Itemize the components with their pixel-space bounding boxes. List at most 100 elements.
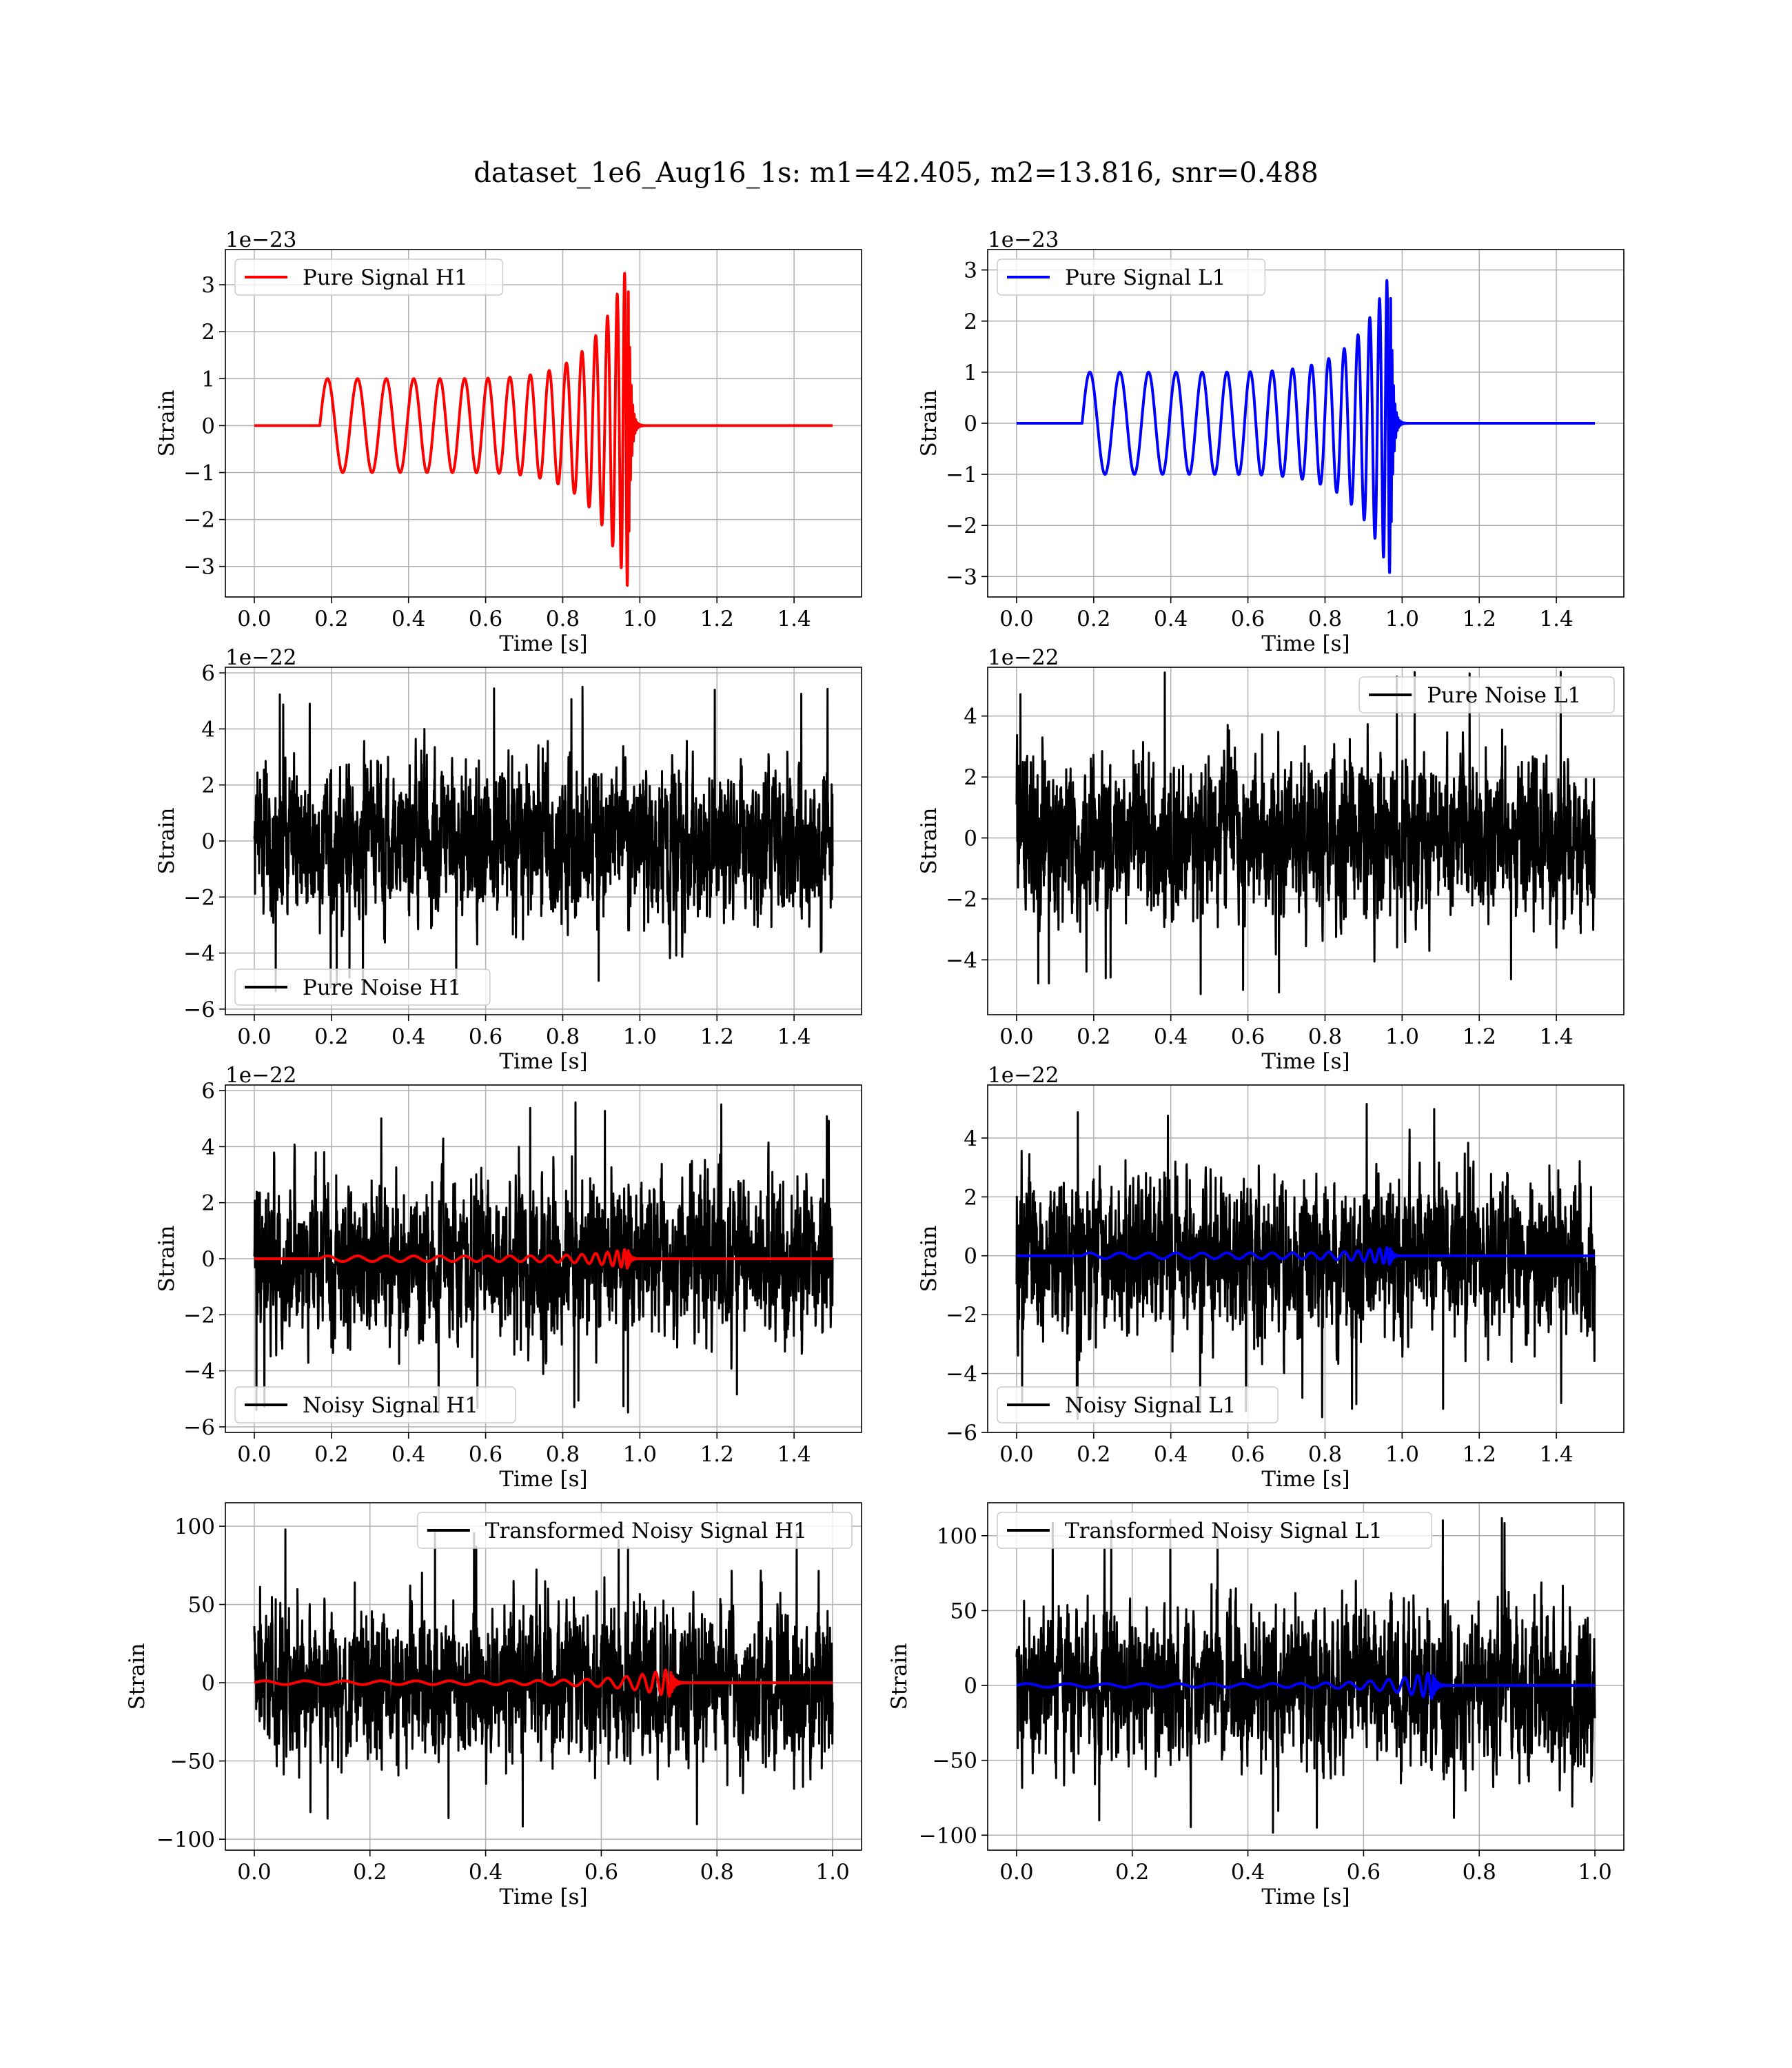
noisy-signal-h1-line <box>253 1101 834 1414</box>
y-offset-text: 1e−22 <box>988 645 1059 670</box>
legend-label: Pure Signal H1 <box>303 265 468 290</box>
y-tick-label: 0 <box>964 827 977 851</box>
y-tick-label: 4 <box>964 1126 977 1151</box>
y-tick-label: 0 <box>964 1674 977 1699</box>
x-tick-label: 1.2 <box>1463 607 1496 631</box>
legend-label: Noisy Signal H1 <box>303 1393 478 1418</box>
y-tick-label: 2 <box>964 1185 977 1210</box>
transformed-noisy-signal-l1-panel: 0.0 0.2 0.4 0.6 0.8 1.0 −100 −50 0 50 100 Time [s] S… <box>887 1502 1625 1909</box>
y-offset-text: 1e−22 <box>988 1063 1059 1088</box>
y-axis-label: Strain <box>917 1226 941 1292</box>
y-tick-label: −50 <box>170 1750 215 1774</box>
y-tick-label: −2 <box>946 887 977 912</box>
x-tick-label: 0.2 <box>1077 607 1110 631</box>
x-tick-label: 1.0 <box>1385 1024 1419 1049</box>
y-axis-label: Strain <box>917 390 941 457</box>
y-tick-label: 100 <box>937 1524 977 1549</box>
x-tick-label: 0.8 <box>546 1442 580 1467</box>
y-tick-label: 100 <box>174 1514 215 1539</box>
x-tick-label: 1.2 <box>700 1442 734 1467</box>
pure-noise-h1-plot-area <box>253 685 834 994</box>
legend: Noisy Signal H1 <box>234 1386 516 1423</box>
legend-label: Transformed Noisy Signal H1 <box>485 1519 807 1543</box>
x-tick-label: 0.2 <box>1077 1442 1110 1467</box>
pure-signal-l1-line <box>1016 278 1596 574</box>
legend-label: Transformed Noisy Signal L1 <box>1065 1519 1383 1543</box>
x-tick-label: 0.4 <box>1154 1024 1188 1049</box>
pure-signal-h1-plot-area <box>254 272 834 587</box>
legend: Noisy Signal L1 <box>997 1386 1279 1423</box>
pure-signal-h1-line <box>254 272 834 587</box>
x-tick-label: 0.4 <box>391 1442 425 1467</box>
y-tick-label: 0 <box>964 412 977 436</box>
y-axis-label: Strain <box>154 808 179 875</box>
x-tick-label: 0.6 <box>584 1860 618 1885</box>
x-axis-label: Time [s] <box>499 1885 587 1909</box>
x-tick-label: 0.2 <box>1077 1024 1110 1049</box>
y-tick-label: 50 <box>950 1599 977 1623</box>
pure-noise-l1-line <box>1015 671 1596 995</box>
figure-title: dataset_1e6_Aug16_1s: m1=42.405, m2=13.8… <box>474 157 1318 189</box>
transformed-noisy-signal-l1-plot-area <box>1015 1517 1596 1834</box>
y-tick-label: 4 <box>201 1135 215 1159</box>
x-axis-label: Time [s] <box>499 1049 587 1074</box>
y-tick-label: −1 <box>183 461 215 486</box>
y-axis-label: Strain <box>125 1643 150 1710</box>
x-tick-label: 0.2 <box>314 607 348 631</box>
x-tick-label: 0.8 <box>1308 607 1342 631</box>
legend: Pure Signal H1 <box>234 258 504 296</box>
legend-box <box>234 969 491 1006</box>
x-tick-label: 1.2 <box>1463 1442 1496 1467</box>
y-tick-label: 6 <box>201 661 215 686</box>
x-tick-label: 0.2 <box>314 1442 348 1467</box>
legend-label: Pure Noise H1 <box>303 975 461 1000</box>
y-tick-label: 6 <box>201 1079 215 1104</box>
transformed-noisy-signal-h1-panel: 0.0 0.2 0.4 0.6 0.8 1.0 −100 −50 0 50 100 Time [s] S… <box>125 1502 862 1909</box>
x-tick-label: 0.8 <box>1308 1024 1342 1049</box>
y-tick-label: −2 <box>183 1303 215 1328</box>
x-tick-label: 0.0 <box>237 1024 271 1049</box>
y-tick-label: 2 <box>201 320 215 345</box>
transformed-noisy-signal-h1-overlay-line <box>253 1668 834 1698</box>
x-axis-label: Time [s] <box>1261 1467 1350 1492</box>
y-axis-label: Strain <box>917 808 941 875</box>
noisy-signal-h1-panel: 0.0 0.2 0.4 0.6 0.8 1.0 1.2 1.4 −6 −4 −2 0 2 4 6 Time [… <box>154 1063 862 1492</box>
y-tick-label: 2 <box>201 1191 215 1216</box>
x-tick-label: 1.0 <box>1578 1860 1611 1885</box>
pure-signal-l1-panel: 0.0 0.2 0.4 0.6 0.8 1.0 1.2 1.4 −3 −2 −1 0 1 2 3 Time [… <box>917 227 1625 656</box>
legend-box <box>234 1386 516 1423</box>
x-tick-label: 1.4 <box>1539 1024 1573 1049</box>
x-tick-label: 0.0 <box>237 1442 271 1467</box>
x-tick-label: 0.4 <box>1154 1442 1188 1467</box>
x-tick-label: 0.6 <box>469 1442 502 1467</box>
y-tick-label: −4 <box>946 948 977 973</box>
legend-box <box>997 1386 1279 1423</box>
x-tick-label: 0.4 <box>391 1024 425 1049</box>
x-tick-label: 1.0 <box>623 607 657 631</box>
x-tick-label: 0.8 <box>546 1024 580 1049</box>
x-axis-label: Time [s] <box>1261 631 1350 656</box>
legend: Pure Noise L1 <box>1358 676 1615 713</box>
noisy-signal-h1-plot-area <box>253 1101 834 1414</box>
transformed-noisy-signal-l1-overlay-line <box>1015 1672 1596 1701</box>
axes-frame <box>987 1084 1625 1433</box>
x-tick-label: 0.6 <box>1231 1442 1265 1467</box>
pure-noise-l1-panel: 0.0 0.2 0.4 0.6 0.8 1.0 1.2 1.4 −4 −2 0 2 4 Time [s] S… <box>917 645 1625 1074</box>
pure-signal-h1-panel: 0.0 0.2 0.4 0.6 0.8 1.0 1.2 1.4 −3 −2 −1 0 1 2 3 Time [… <box>154 227 862 656</box>
axes-frame <box>225 249 862 598</box>
y-tick-label: 0 <box>201 414 215 438</box>
legend: Transformed Noisy Signal L1 <box>997 1512 1432 1549</box>
legend: Pure Signal L1 <box>997 258 1266 296</box>
x-tick-label: 0.4 <box>391 607 425 631</box>
x-tick-label: 0.6 <box>1231 607 1265 631</box>
y-tick-label: −1 <box>946 463 977 487</box>
x-axis-label: Time [s] <box>499 631 587 656</box>
y-tick-label: −4 <box>946 1362 977 1387</box>
noisy-signal-l1-panel: 0.0 0.2 0.4 0.6 0.8 1.0 1.2 1.4 −6 −4 −2 0 2 4 Time [s… <box>917 1063 1625 1492</box>
x-tick-label: 0.2 <box>353 1860 387 1885</box>
x-tick-label: 0.0 <box>237 1860 271 1885</box>
pure-noise-l1-plot-area <box>1015 671 1596 995</box>
y-tick-label: 0 <box>201 1671 215 1696</box>
pure-noise-h1-line <box>253 685 834 994</box>
